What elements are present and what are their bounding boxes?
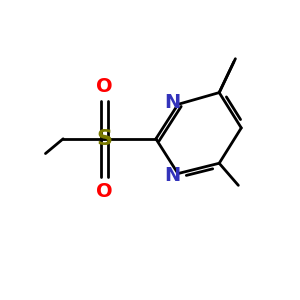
- Text: O: O: [96, 182, 113, 201]
- Text: N: N: [164, 166, 181, 184]
- Text: S: S: [96, 129, 112, 149]
- Text: N: N: [164, 93, 181, 112]
- Text: O: O: [96, 77, 113, 96]
